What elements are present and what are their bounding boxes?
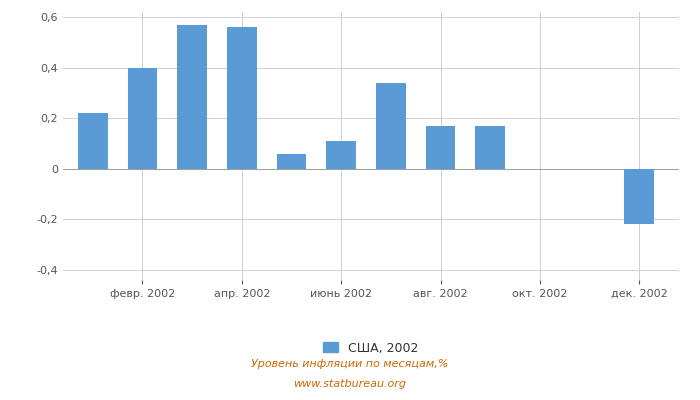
Bar [127, 68, 158, 169]
Bar [426, 126, 456, 169]
Bar [326, 141, 356, 169]
Bar [624, 169, 654, 224]
Bar [276, 154, 307, 169]
Bar [227, 27, 257, 169]
Legend: США, 2002: США, 2002 [318, 336, 424, 360]
Bar [177, 25, 207, 169]
Bar [78, 113, 108, 169]
Bar [376, 83, 406, 169]
Text: www.statbureau.org: www.statbureau.org [293, 379, 407, 389]
Bar [475, 126, 505, 169]
Text: Уровень инфляции по месяцам,%: Уровень инфляции по месяцам,% [251, 359, 449, 369]
